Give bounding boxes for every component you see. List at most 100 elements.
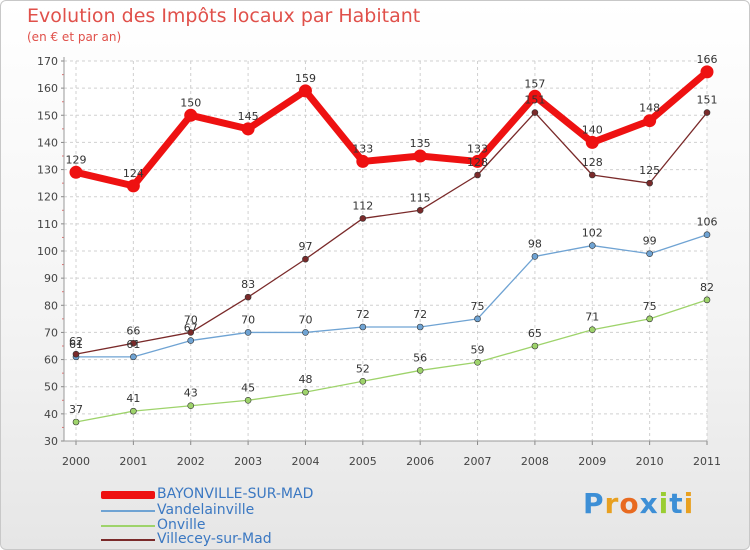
x-tick-label: 2001 [119, 455, 147, 468]
data-point-0 [700, 65, 714, 79]
x-tick-label: 2009 [578, 455, 606, 468]
y-tick-label: 140 [37, 136, 58, 149]
x-tick-label: 2003 [234, 455, 262, 468]
data-label-3: 97 [298, 240, 312, 253]
data-point-0 [471, 154, 485, 168]
data-label-0: 157 [524, 77, 545, 90]
data-label-0: 150 [180, 96, 201, 109]
logo-letter: t [669, 487, 684, 520]
data-point-2 [646, 315, 653, 323]
y-tick-label: 30 [44, 435, 58, 448]
x-tick-label: 2006 [406, 455, 434, 468]
data-label-1: 99 [643, 235, 657, 248]
series-line-3 [75, 111, 708, 355]
data-label-1: 106 [697, 216, 718, 229]
data-label-3: 151 [697, 94, 718, 107]
data-point-1 [646, 250, 653, 258]
series-line-2 [75, 299, 708, 423]
x-tick-label: 2000 [62, 455, 90, 468]
data-label-3: 128 [582, 156, 603, 169]
data-label-3: 66 [126, 324, 140, 337]
data-point-1 [703, 231, 711, 239]
data-label-1: 61 [69, 338, 83, 351]
data-label-2: 52 [356, 362, 370, 375]
legend-label-villecey: Villecey-sur-Mad [157, 531, 272, 547]
data-label-2: 43 [184, 387, 198, 400]
data-point-3 [588, 171, 596, 179]
data-label-1: 72 [356, 308, 370, 321]
data-point-0 [298, 84, 312, 98]
data-point-3 [416, 206, 424, 214]
data-label-2: 71 [585, 311, 599, 324]
chart-subtitle: (en € et par an) [27, 30, 122, 44]
data-label-1: 67 [184, 322, 198, 335]
data-point-3 [703, 109, 711, 116]
data-point-3 [474, 171, 481, 179]
x-tick-label: 2005 [349, 455, 377, 468]
data-label-3: 112 [352, 199, 373, 212]
data-label-1: 70 [298, 313, 312, 326]
y-tick-label: 110 [37, 218, 58, 231]
data-point-0 [643, 114, 657, 128]
data-point-2 [187, 402, 195, 410]
data-label-2: 45 [241, 381, 255, 394]
data-label-3: 83 [241, 278, 255, 291]
data-point-0 [69, 165, 83, 179]
data-point-2 [244, 396, 252, 404]
data-label-2: 65 [528, 327, 542, 340]
data-point-0 [528, 89, 542, 103]
data-label-0: 159 [295, 72, 316, 85]
y-tick-label: 60 [44, 354, 58, 367]
legend-label-vandelainville: Vandelainville [157, 502, 255, 518]
legend-swatch-bayonville [101, 491, 155, 499]
data-label-3: 125 [639, 164, 660, 177]
data-label-0: 133 [467, 142, 488, 155]
x-tick-label: 2007 [464, 455, 492, 468]
data-label-1: 72 [413, 308, 427, 321]
data-point-2 [359, 377, 367, 385]
logo-letter: r [604, 487, 620, 520]
data-point-1 [474, 315, 481, 323]
data-point-0 [413, 149, 427, 163]
data-point-2 [72, 418, 80, 426]
data-point-2 [703, 296, 711, 304]
data-label-2: 59 [471, 343, 485, 356]
data-point-2 [302, 388, 309, 396]
data-label-1: 61 [126, 338, 140, 351]
logo-letter: i [658, 487, 670, 520]
data-point-1 [416, 323, 424, 331]
data-label-0: 166 [697, 53, 718, 66]
data-point-0 [585, 135, 599, 149]
y-tick-label: 70 [44, 326, 58, 339]
data-label-3: 62 [69, 335, 83, 348]
y-tick-label: 130 [37, 164, 58, 177]
data-point-3 [187, 329, 195, 336]
y-tick-label: 90 [44, 272, 58, 285]
data-label-2: 75 [643, 300, 657, 313]
data-point-3 [72, 350, 80, 358]
y-tick-label: 50 [44, 381, 58, 394]
series-line-1 [75, 234, 708, 358]
logo-letter: P [583, 487, 605, 520]
data-point-1 [359, 323, 367, 331]
y-tick-label: 40 [44, 408, 58, 421]
data-point-1 [244, 329, 252, 336]
data-label-0: 140 [582, 123, 603, 136]
data-label-1: 75 [471, 300, 485, 313]
data-point-3 [130, 339, 137, 347]
data-label-2: 48 [298, 373, 312, 386]
x-tick-label: 2004 [291, 455, 319, 468]
data-label-0: 135 [410, 137, 431, 150]
legend-label-bayonville: BAYONVILLE-SUR-MAD [157, 486, 314, 502]
data-point-3 [359, 215, 367, 222]
y-tick-label: 80 [44, 299, 58, 312]
data-label-3: 115 [410, 191, 431, 204]
data-point-0 [184, 108, 198, 122]
y-tick-label: 160 [37, 82, 58, 95]
data-label-0: 124 [123, 167, 144, 180]
data-point-2 [531, 342, 539, 350]
x-tick-label: 2008 [521, 455, 549, 468]
y-tick-label: 150 [37, 109, 58, 122]
